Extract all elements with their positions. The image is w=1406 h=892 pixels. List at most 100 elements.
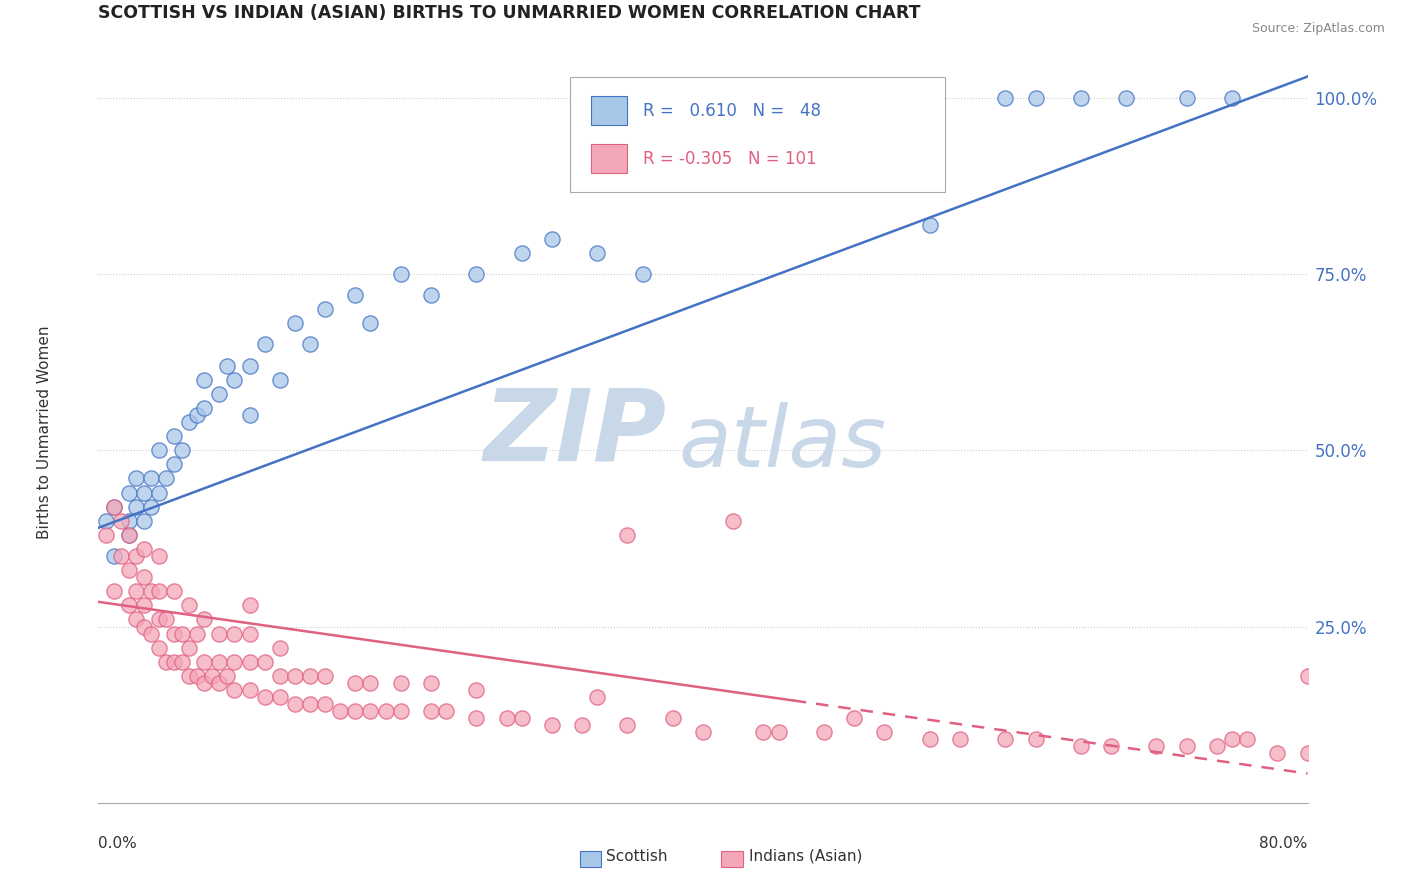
Point: [1024, 91, 1046, 105]
Point: [1070, 91, 1092, 105]
Text: R = -0.305   N = 101: R = -0.305 N = 101: [643, 150, 815, 168]
FancyBboxPatch shape: [591, 144, 627, 173]
Point: [631, 267, 654, 281]
Point: [163, 626, 186, 640]
Point: [1296, 747, 1319, 761]
Point: [344, 704, 367, 718]
Point: [132, 541, 155, 556]
Point: [540, 718, 562, 732]
Point: [208, 626, 231, 640]
Point: [118, 599, 141, 613]
Point: [299, 697, 322, 711]
Point: [118, 528, 141, 542]
Point: [465, 711, 488, 725]
Text: R =   0.610   N =   48: R = 0.610 N = 48: [643, 102, 821, 120]
Point: [1175, 739, 1198, 754]
Point: [269, 640, 291, 655]
Point: [239, 359, 262, 373]
Point: [94, 514, 117, 528]
Point: [155, 655, 177, 669]
Point: [103, 584, 125, 599]
Point: [314, 669, 336, 683]
Point: [269, 669, 291, 683]
Point: [215, 669, 238, 683]
Point: [125, 500, 148, 514]
Point: [148, 612, 170, 626]
Point: [510, 711, 533, 725]
Text: 80.0%: 80.0%: [1260, 836, 1308, 851]
Point: [1206, 739, 1229, 754]
Point: [420, 704, 443, 718]
Point: [420, 288, 443, 302]
Point: [148, 443, 170, 458]
FancyBboxPatch shape: [579, 851, 602, 867]
Point: [141, 471, 163, 485]
Point: [253, 655, 276, 669]
Point: [1115, 91, 1137, 105]
Point: [163, 655, 186, 669]
Point: [186, 626, 208, 640]
Point: [239, 408, 262, 422]
Point: [374, 704, 396, 718]
Point: [141, 626, 163, 640]
Point: [495, 711, 517, 725]
Point: [465, 267, 488, 281]
Point: [132, 570, 155, 584]
Point: [148, 485, 170, 500]
Point: [103, 549, 125, 563]
Point: [314, 302, 336, 317]
Point: [389, 704, 412, 718]
Text: ZIP: ZIP: [484, 384, 666, 481]
Point: [148, 584, 170, 599]
Point: [994, 732, 1017, 747]
Point: [208, 655, 231, 669]
Point: [389, 676, 412, 690]
Text: Source: ZipAtlas.com: Source: ZipAtlas.com: [1251, 22, 1385, 36]
Point: [110, 514, 132, 528]
Point: [1220, 91, 1243, 105]
Point: [170, 655, 193, 669]
Point: [224, 373, 246, 387]
Point: [132, 485, 155, 500]
Point: [661, 711, 683, 725]
Point: [873, 725, 896, 739]
Point: [148, 549, 170, 563]
Point: [170, 443, 193, 458]
Point: [1070, 739, 1092, 754]
Text: atlas: atlas: [679, 402, 887, 485]
Point: [284, 316, 307, 330]
Point: [813, 725, 835, 739]
Point: [434, 704, 457, 718]
Point: [193, 373, 215, 387]
FancyBboxPatch shape: [721, 851, 742, 867]
Point: [1144, 739, 1167, 754]
Point: [1267, 747, 1289, 761]
FancyBboxPatch shape: [591, 95, 627, 126]
Point: [1024, 732, 1046, 747]
Point: [1175, 91, 1198, 105]
Point: [110, 549, 132, 563]
Point: [1099, 739, 1122, 754]
Point: [1296, 669, 1319, 683]
Point: [118, 528, 141, 542]
Point: [344, 676, 367, 690]
Point: [118, 563, 141, 577]
Point: [125, 612, 148, 626]
Point: [299, 669, 322, 683]
Point: [163, 429, 186, 443]
Point: [224, 655, 246, 669]
Point: [465, 683, 488, 698]
Point: [186, 669, 208, 683]
Point: [420, 676, 443, 690]
Point: [201, 669, 224, 683]
Point: [103, 500, 125, 514]
Point: [94, 528, 117, 542]
Point: [571, 718, 593, 732]
Point: [360, 704, 382, 718]
Text: 0.0%: 0.0%: [98, 836, 138, 851]
Point: [179, 599, 201, 613]
Point: [616, 718, 638, 732]
Point: [193, 655, 215, 669]
Point: [284, 697, 307, 711]
Point: [186, 408, 208, 422]
